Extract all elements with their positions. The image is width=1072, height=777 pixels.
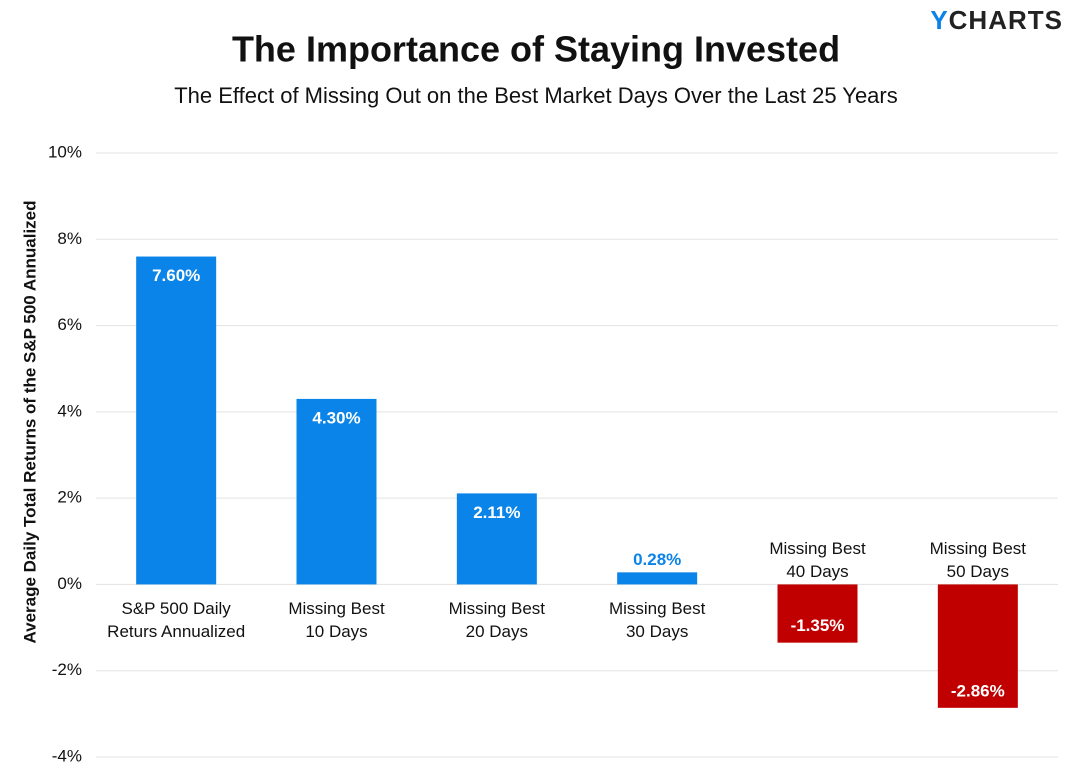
x-tick-label: 30 Days [626,622,688,641]
x-tick-label: 20 Days [466,622,528,641]
bar [296,398,377,585]
value-label: 2.11% [473,503,520,522]
x-tick-label: S&P 500 Daily [122,599,232,618]
bar [456,493,537,585]
x-tick-label: Missing Best [769,539,866,558]
y-tick-label: 10% [48,142,82,161]
x-tick-label: Missing Best [288,599,385,618]
value-label: 7.60% [152,266,200,285]
bar [777,584,858,643]
value-label: 0.28% [633,550,681,569]
y-tick-label: 6% [57,315,82,334]
bar [617,572,698,585]
brand-logo: YCHARTS [930,5,1063,35]
y-tick-label: 4% [57,401,82,420]
x-tick-label: Missing Best [449,599,546,618]
bar [937,584,1018,708]
chart-title: The Importance of Staying Invested [232,29,840,70]
y-tick-label: 8% [57,229,82,248]
bar [136,256,217,585]
value-label: -2.86% [951,681,1005,700]
y-tick-label: 2% [57,488,82,507]
brand-rest: CHARTS [949,5,1063,35]
chart-subtitle: The Effect of Missing Out on the Best Ma… [174,83,898,108]
x-tick-label: 10 Days [305,622,367,641]
y-tick-label: -2% [52,660,82,679]
value-label: -1.35% [791,616,845,635]
value-label: 4.30% [312,408,360,427]
y-tick-label: -4% [52,746,82,765]
y-tick-label: 0% [57,574,82,593]
x-tick-label: Missing Best [930,539,1027,558]
x-tick-label: 40 Days [786,562,848,581]
x-tick-label: Returs Annualized [107,622,245,641]
x-tick-label: 50 Days [947,562,1009,581]
x-tick-label: Missing Best [609,599,706,618]
brand-mark: Y [930,5,948,35]
y-axis-label: Average Daily Total Returns of the S&P 5… [20,200,39,643]
